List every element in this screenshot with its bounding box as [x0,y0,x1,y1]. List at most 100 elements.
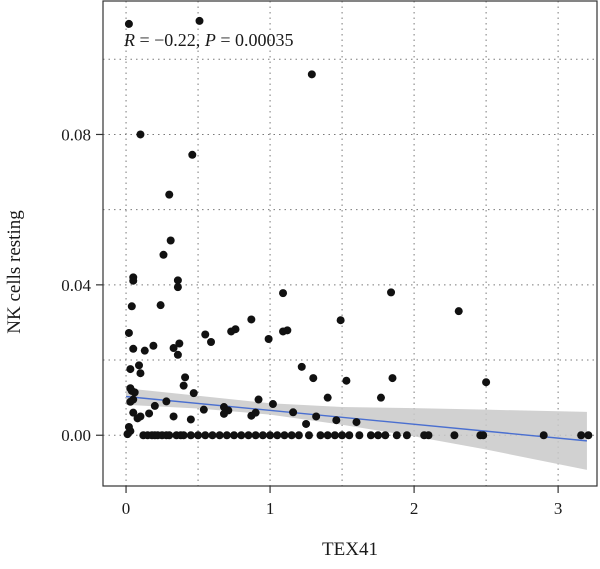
p-value: = 0.00035 [216,30,294,50]
x-tick-label: 2 [410,499,419,518]
data-point [402,431,411,440]
data-point [169,344,178,353]
data-point [208,431,217,440]
data-point [165,431,174,440]
data-point [126,365,135,374]
r-value: = −0.22, [135,30,205,50]
data-point [156,301,165,310]
data-point [201,431,210,440]
data-point [352,418,361,427]
data-point [201,330,210,339]
data-point [126,397,135,406]
x-axis-ticks: 0 1 2 3 [122,486,562,518]
data-point [307,70,316,79]
data-point [366,431,375,440]
data-point [244,431,253,440]
data-point [254,395,263,404]
data-point [159,250,168,259]
data-point [165,190,174,199]
data-point [539,431,548,440]
data-point [424,431,433,440]
data-point [273,431,282,440]
data-point [577,431,586,440]
data-point [195,16,204,25]
data-point [149,341,158,350]
data-point [173,276,182,285]
data-point [454,307,463,316]
data-point [230,431,239,440]
data-point [381,431,390,440]
y-tick-label: 0.00 [61,426,91,445]
data-point [127,302,136,311]
data-point [237,431,246,440]
data-point [123,430,132,439]
data-point [173,350,182,359]
data-point [258,431,267,440]
data-point [129,344,138,353]
data-point [266,431,275,440]
x-axis-label: TEX41 [322,539,378,560]
data-point [279,327,288,336]
data-point [251,431,260,440]
data-point [332,416,341,425]
p-symbol: P [204,30,216,50]
x-tick-label: 0 [122,499,131,518]
data-point [215,431,224,440]
data-point [289,408,298,417]
data-point [280,431,289,440]
data-point [227,327,236,336]
data-point [186,431,195,440]
data-point [181,373,190,382]
data-point [279,289,288,298]
plot-frame [102,0,598,487]
y-axis-label: NK cells resting [4,210,25,334]
y-tick-label: 0.04 [61,276,91,295]
data-point [388,374,397,383]
confidence-band-area [126,388,587,470]
data-point [376,393,385,402]
data-point [355,431,364,440]
data-point [124,19,133,28]
data-point [175,339,184,348]
data-point [135,361,144,370]
data-point [316,431,325,440]
data-point [219,409,228,418]
data-point [482,378,491,387]
data-point [345,431,354,440]
data-point [342,376,351,385]
data-point [330,431,339,440]
data-point [169,412,178,421]
data-point [309,374,318,383]
correlation-annotation: R = −0.22, P = 0.00035 [123,30,293,50]
data-point [166,236,175,245]
data-point [323,431,332,440]
data-point [136,369,145,378]
data-point [199,405,208,414]
confidence-band [126,388,587,470]
data-point [162,397,171,406]
r-symbol: R [123,30,135,50]
data-point [179,431,188,440]
data-point [479,431,488,440]
data-point [268,400,277,409]
data-point [145,409,154,418]
data-point [392,431,401,440]
data-point [323,393,332,402]
data-point [312,412,321,421]
data-point [584,431,593,440]
data-point [297,362,306,371]
y-tick-label: 0.08 [61,125,91,144]
data-point [189,389,198,398]
data-point [302,419,311,428]
data-point [338,431,347,440]
data-point [247,315,256,324]
data-point [130,388,139,397]
y-axis-ticks: 0.00 0.04 0.08 [61,125,103,445]
data-point [264,334,273,343]
x-tick-label: 1 [266,499,275,518]
data-point [207,338,216,347]
data-point [140,346,149,355]
data-point [294,431,303,440]
data-point [150,401,159,410]
